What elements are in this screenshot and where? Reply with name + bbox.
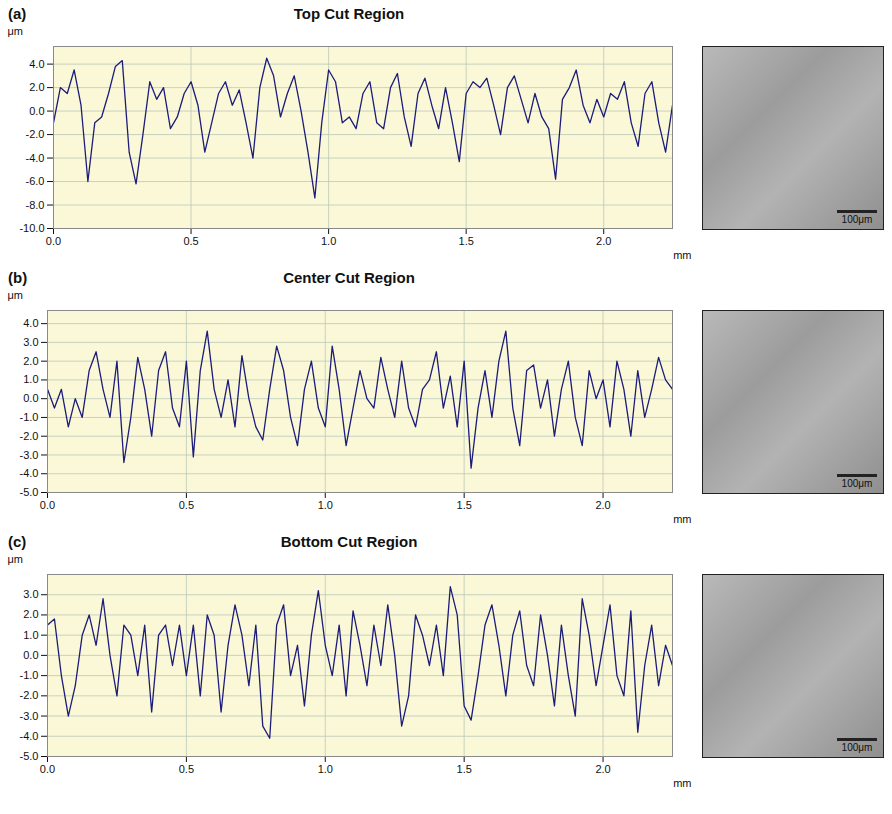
html-text:Center Cut Region: Center Cut Region [283,269,415,286]
svg-text:1.5: 1.5 [459,235,474,247]
svg-text:-10.0: -10.0 [19,222,44,234]
svg-text:mm: mm [673,777,691,789]
svg-text:-4.0: -4.0 [20,467,39,479]
svg-text:μm: μm [8,25,24,37]
html-text:Top Cut Region: Top Cut Region [293,5,405,22]
svg-text:-8.0: -8.0 [26,199,45,211]
svg-text:-5.0: -5.0 [20,486,39,498]
svg-text:0.0: 0.0 [23,649,38,661]
svg-text:1.0: 1.0 [318,499,333,511]
svg-text:3.0: 3.0 [23,336,38,348]
svg-text:0.0: 0.0 [40,763,55,775]
svg-text:0.0: 0.0 [23,392,38,404]
html-text:(a): (a) [8,5,27,22]
svg-text:1.0: 1.0 [23,629,38,641]
svg-text:-3.0: -3.0 [20,710,39,722]
svg-text:1.0: 1.0 [23,373,38,385]
svg-text:-6.0: -6.0 [26,175,45,187]
html-text:100μm: 100μm [841,478,873,489]
svg-text:0.0: 0.0 [46,235,61,247]
svg-text:μm: μm [8,553,24,565]
svg-text:-2.0: -2.0 [20,689,39,701]
svg-text:0.5: 0.5 [179,763,194,775]
svg-text:4.0: 4.0 [23,317,38,329]
svg-text:3.0: 3.0 [23,588,38,600]
svg-text:2.0: 2.0 [29,81,44,93]
svg-text:2.0: 2.0 [23,355,38,367]
svg-text:1.5: 1.5 [457,499,472,511]
svg-text:0.5: 0.5 [179,499,194,511]
svg-text:mm: mm [673,249,691,261]
svg-text:-4.0: -4.0 [20,730,39,742]
html-text:100μm: 100μm [841,742,873,753]
svg-text:0.0: 0.0 [29,105,44,117]
svg-text:1.0: 1.0 [321,235,336,247]
svg-text:mm: mm [673,513,691,525]
svg-text:-2.0: -2.0 [20,430,39,442]
html-text:100μm: 100μm [841,214,873,225]
svg-text:-4.0: -4.0 [26,152,45,164]
html-text:(b): (b) [8,269,28,286]
html-text:Bottom Cut Region: Bottom Cut Region [280,533,418,550]
svg-text:4.0: 4.0 [29,58,44,70]
svg-text:0.5: 0.5 [183,235,198,247]
svg-text:-3.0: -3.0 [20,448,39,460]
svg-text:1.0: 1.0 [318,763,333,775]
svg-text:-2.0: -2.0 [26,128,45,140]
svg-text:2.0: 2.0 [595,499,610,511]
html-text:(c): (c) [8,533,27,550]
svg-text:2.0: 2.0 [595,763,610,775]
svg-text:-1.0: -1.0 [20,669,39,681]
svg-text:2.0: 2.0 [23,608,38,620]
svg-text:2.0: 2.0 [596,235,611,247]
svg-text:-5.0: -5.0 [20,750,39,762]
svg-text:μm: μm [8,289,24,301]
svg-text:0.0: 0.0 [40,499,55,511]
svg-text:1.5: 1.5 [457,763,472,775]
svg-text:-1.0: -1.0 [20,411,39,423]
